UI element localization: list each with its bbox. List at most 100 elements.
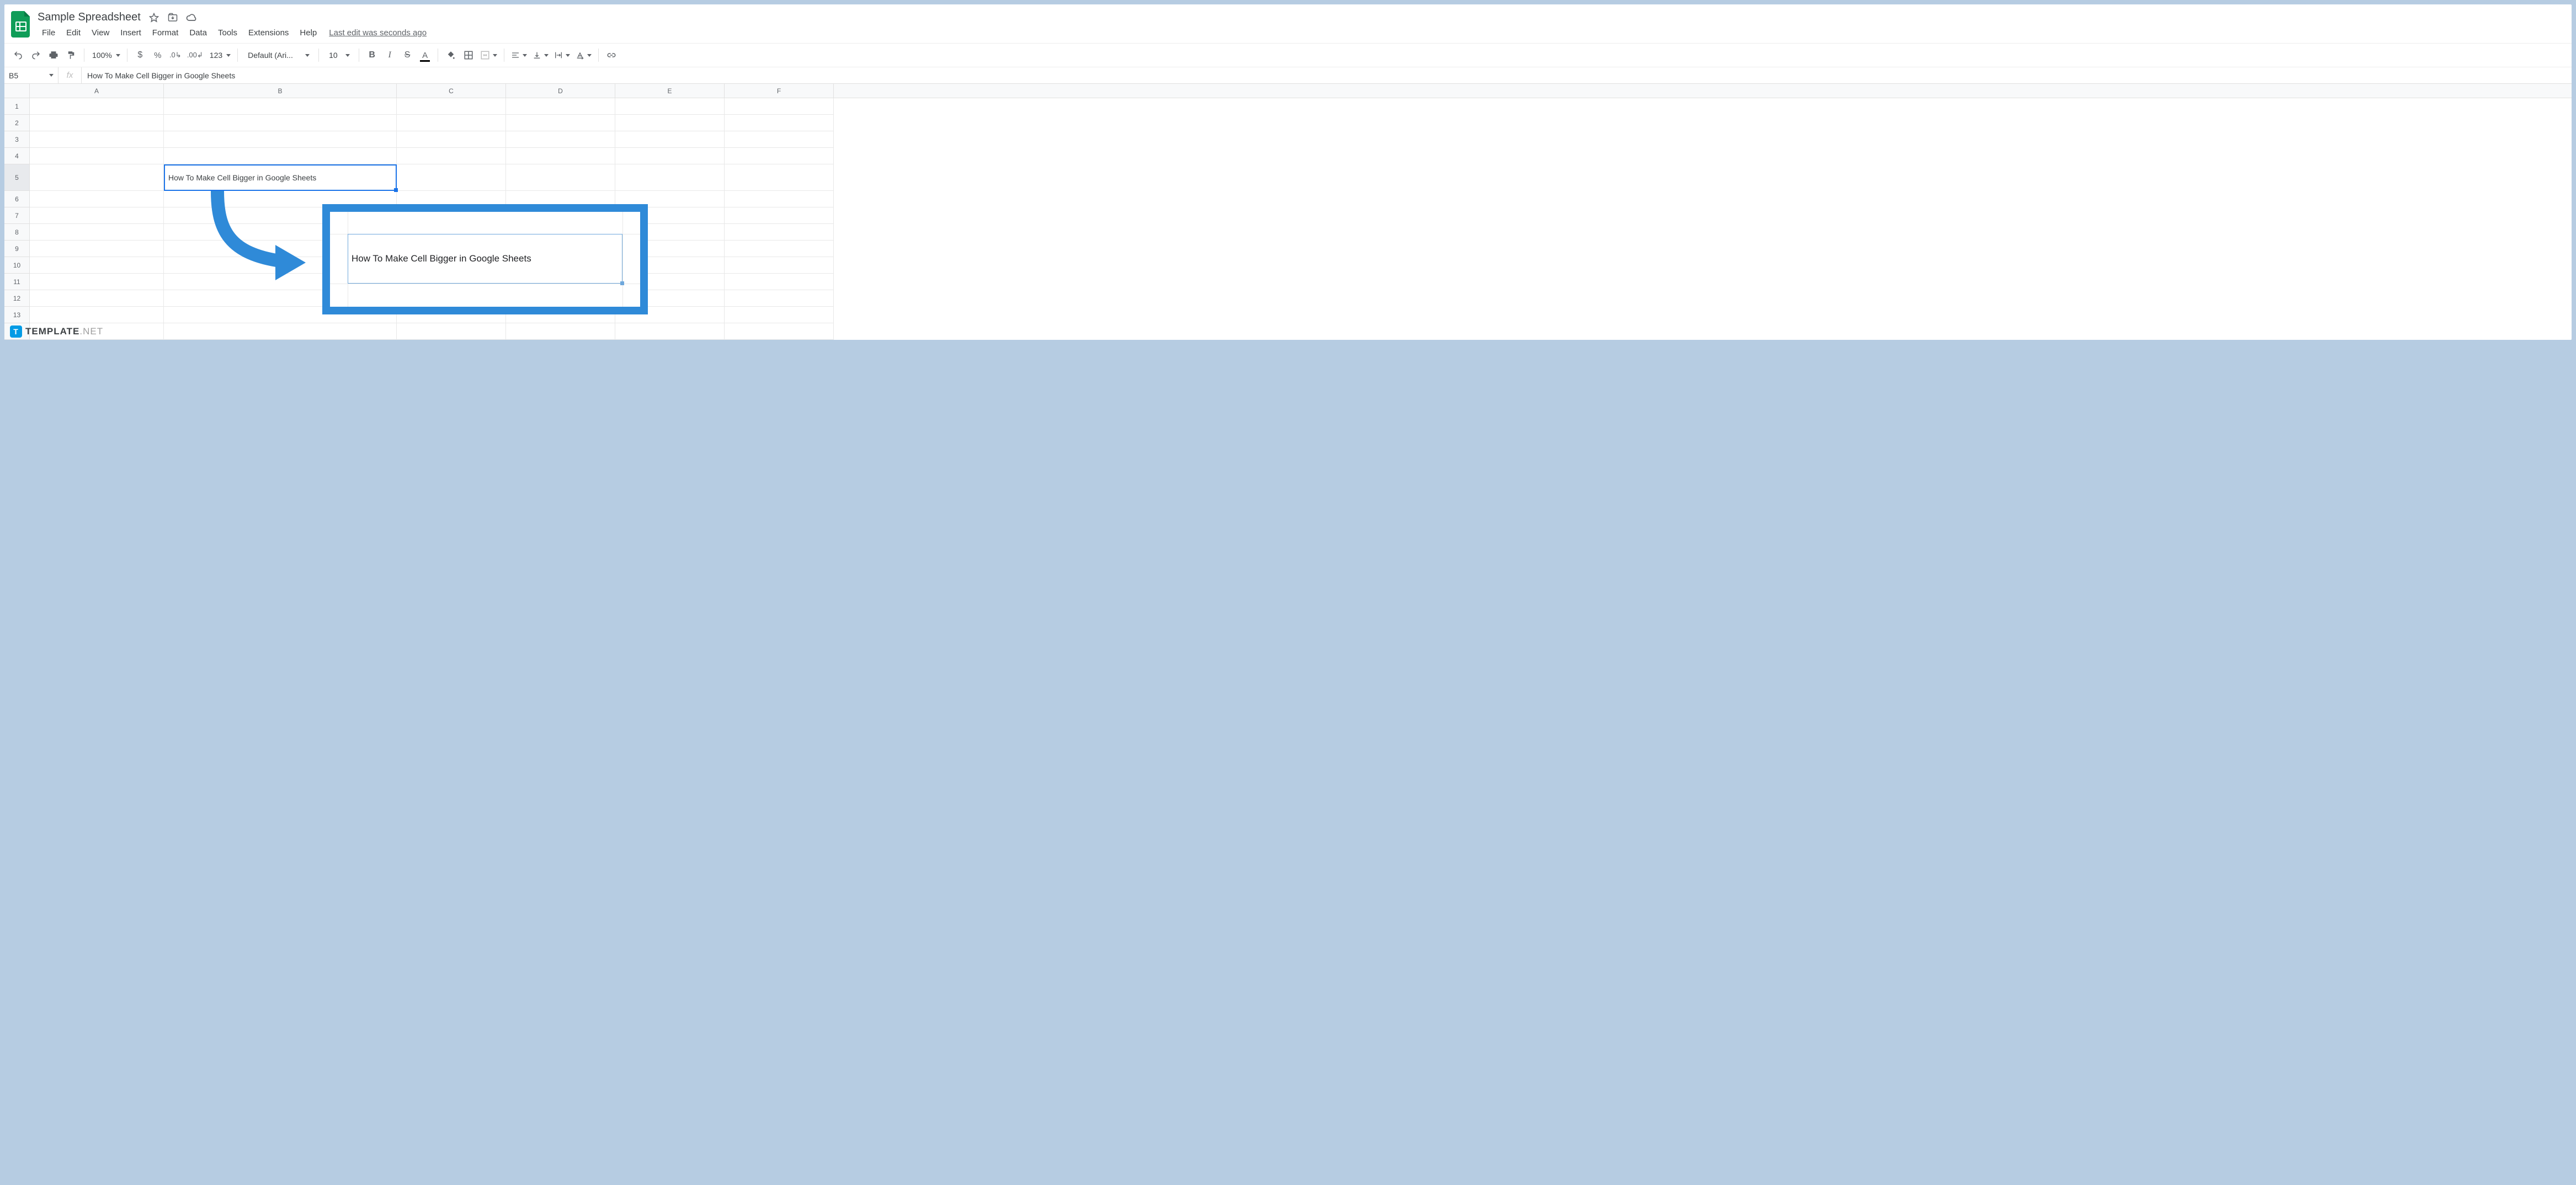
row-header[interactable]: 2: [4, 115, 30, 131]
decrease-decimal-icon[interactable]: .0↳: [167, 47, 184, 63]
cell[interactable]: [506, 323, 615, 340]
select-all-corner[interactable]: [4, 84, 30, 98]
cell[interactable]: [615, 131, 725, 148]
document-title[interactable]: Sample Spreadsheet: [38, 11, 141, 24]
font-size-dropdown[interactable]: 10: [323, 47, 354, 63]
cell[interactable]: [397, 98, 506, 115]
cell[interactable]: [164, 98, 397, 115]
row-header[interactable]: 5: [4, 164, 30, 191]
menu-extensions[interactable]: Extensions: [244, 26, 293, 40]
cell[interactable]: [397, 148, 506, 164]
star-icon[interactable]: [148, 12, 159, 23]
cell[interactable]: [30, 224, 164, 241]
cell[interactable]: [397, 164, 506, 191]
column-header[interactable]: D: [506, 84, 615, 98]
cell[interactable]: [725, 323, 834, 340]
menu-data[interactable]: Data: [185, 26, 211, 40]
cell[interactable]: [30, 98, 164, 115]
row-header[interactable]: 9: [4, 241, 30, 257]
row-header[interactable]: 7: [4, 207, 30, 224]
font-dropdown[interactable]: Default (Ari...: [242, 47, 314, 63]
borders-icon[interactable]: [460, 47, 477, 63]
cell[interactable]: [725, 241, 834, 257]
menu-help[interactable]: Help: [295, 26, 321, 40]
cell[interactable]: [397, 131, 506, 148]
sheets-logo[interactable]: [10, 9, 32, 38]
print-icon[interactable]: [45, 47, 62, 63]
cell[interactable]: [615, 164, 725, 191]
cell[interactable]: [30, 115, 164, 131]
horizontal-align-dropdown[interactable]: [509, 47, 529, 63]
cell[interactable]: [506, 148, 615, 164]
row-header[interactable]: 1: [4, 98, 30, 115]
increase-decimal-icon[interactable]: .00↲: [185, 47, 205, 63]
bold-icon[interactable]: B: [364, 47, 380, 63]
fill-color-icon[interactable]: [443, 47, 459, 63]
cell[interactable]: [397, 115, 506, 131]
move-icon[interactable]: [167, 12, 178, 23]
selected-cell[interactable]: How To Make Cell Bigger in Google Sheets: [164, 164, 397, 191]
cell[interactable]: [506, 131, 615, 148]
column-header[interactable]: E: [615, 84, 725, 98]
cell[interactable]: [725, 98, 834, 115]
column-header[interactable]: B: [164, 84, 397, 98]
menu-tools[interactable]: Tools: [214, 26, 242, 40]
cell[interactable]: [506, 164, 615, 191]
cloud-status-icon[interactable]: [186, 12, 197, 23]
cell[interactable]: [725, 224, 834, 241]
column-header[interactable]: A: [30, 84, 164, 98]
cell[interactable]: [725, 115, 834, 131]
paint-format-icon[interactable]: [63, 47, 79, 63]
cell[interactable]: [725, 191, 834, 207]
last-edit-link[interactable]: Last edit was seconds ago: [323, 26, 432, 40]
cell[interactable]: [725, 131, 834, 148]
italic-icon[interactable]: I: [381, 47, 398, 63]
menu-view[interactable]: View: [87, 26, 114, 40]
cell[interactable]: [30, 241, 164, 257]
merge-cells-dropdown[interactable]: [478, 47, 499, 63]
text-rotation-dropdown[interactable]: [573, 47, 594, 63]
cell[interactable]: [30, 131, 164, 148]
redo-icon[interactable]: [28, 47, 44, 63]
cell[interactable]: [164, 131, 397, 148]
cell[interactable]: [397, 323, 506, 340]
cell[interactable]: [725, 207, 834, 224]
strikethrough-icon[interactable]: S: [399, 47, 416, 63]
cell[interactable]: [725, 274, 834, 290]
number-format-dropdown[interactable]: 123: [206, 47, 233, 63]
menu-file[interactable]: File: [38, 26, 60, 40]
cell[interactable]: [615, 323, 725, 340]
cell[interactable]: [30, 290, 164, 307]
cell[interactable]: [30, 191, 164, 207]
text-wrap-dropdown[interactable]: [552, 47, 572, 63]
cell[interactable]: [30, 257, 164, 274]
cell[interactable]: [30, 274, 164, 290]
vertical-align-dropdown[interactable]: [530, 47, 551, 63]
row-header[interactable]: 8: [4, 224, 30, 241]
row-header[interactable]: 3: [4, 131, 30, 148]
formula-input[interactable]: [82, 67, 2572, 83]
cell[interactable]: [30, 164, 164, 191]
menu-format[interactable]: Format: [148, 26, 183, 40]
cell[interactable]: [725, 257, 834, 274]
text-color-icon[interactable]: A: [417, 47, 433, 63]
percent-icon[interactable]: %: [150, 47, 166, 63]
cell[interactable]: [164, 115, 397, 131]
cell[interactable]: [30, 148, 164, 164]
row-header[interactable]: 4: [4, 148, 30, 164]
cell[interactable]: [30, 207, 164, 224]
insert-link-icon[interactable]: [603, 47, 620, 63]
cell[interactable]: [615, 98, 725, 115]
column-header[interactable]: C: [397, 84, 506, 98]
cells-area[interactable]: How To Make Cell Bigger in Google Sheets…: [30, 98, 2572, 340]
zoom-dropdown[interactable]: 100%: [89, 47, 123, 63]
menu-insert[interactable]: Insert: [116, 26, 146, 40]
row-header[interactable]: 11: [4, 274, 30, 290]
cell[interactable]: [725, 148, 834, 164]
cell[interactable]: [725, 307, 834, 323]
cell[interactable]: [164, 323, 397, 340]
cell[interactable]: [615, 148, 725, 164]
name-box[interactable]: B5: [4, 67, 58, 83]
row-header[interactable]: 10: [4, 257, 30, 274]
row-header[interactable]: 12: [4, 290, 30, 307]
